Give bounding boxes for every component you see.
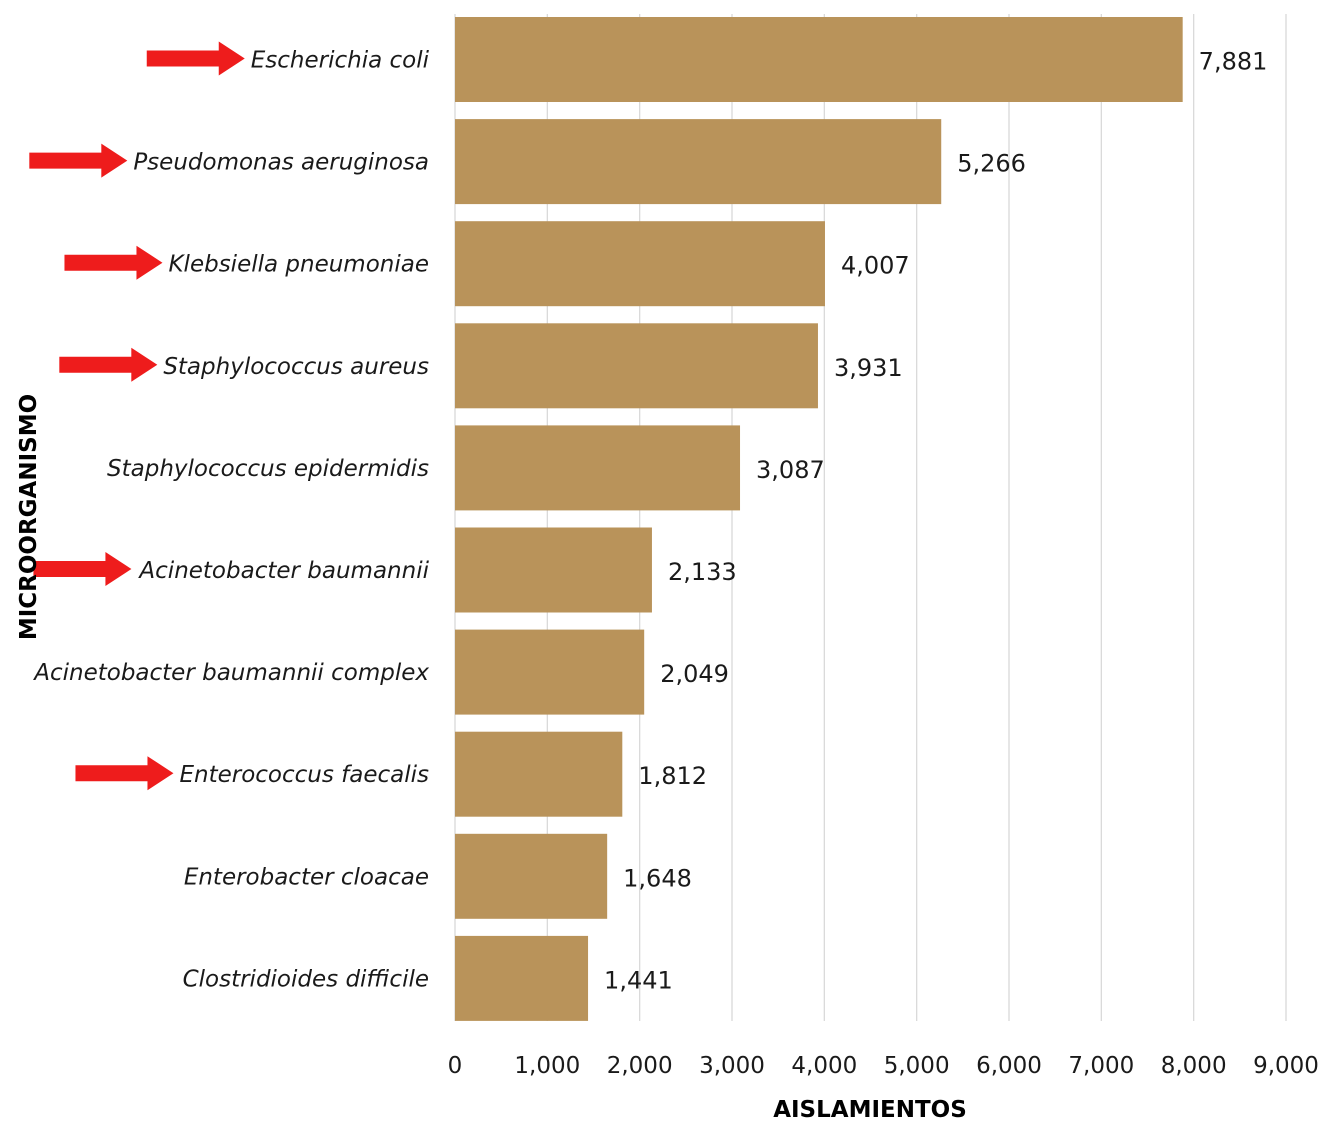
x-tick-label: 3,000 [699,1053,765,1079]
category-label: Escherichia coli [251,48,430,74]
right-arrow-icon [75,756,174,791]
x-tick-label: 6,000 [976,1053,1042,1079]
value-label: 1,812 [638,762,707,790]
value-label: 1,648 [623,864,692,892]
value-label: 2,133 [668,558,737,586]
bar [455,935,589,1021]
category-labels: Escherichia coli Pseudomonas aeruginosa Kl… [32,48,429,993]
y-axis-title: MICROORGANISMO [16,394,42,640]
category-label: Clostridioides difficile [183,966,429,992]
bar [455,629,645,715]
value-labels: 7,881 5,266 4,007 3,931 3,087 2,133 2,049 1,812… [604,48,1267,995]
bar [455,833,608,919]
bar [455,425,741,511]
highlight-arrows [29,41,245,791]
category-label: Acinetobacter baumannii complex [32,660,429,686]
right-arrow-icon [146,41,245,76]
x-tick-label: 2,000 [607,1053,673,1079]
value-label: 1,441 [604,966,673,994]
value-label: 2,049 [660,660,729,688]
x-tick-label: 7,000 [1068,1053,1134,1079]
value-label: 3,931 [834,354,903,382]
x-tick-label: 0 [448,1053,463,1079]
x-tick-labels: 0 1,000 2,000 3,000 4,000 5,000 6,000 7,000 8,00… [448,1053,1319,1079]
bar [455,119,942,205]
right-arrow-icon [59,347,158,382]
bar [455,731,623,817]
value-label: 4,007 [841,252,910,280]
category-label: Staphylococcus epidermidis [107,456,429,482]
x-tick-label: 1,000 [514,1053,580,1079]
bar [455,527,652,613]
value-label: 7,881 [1199,48,1268,76]
x-axis-title: AISLAMIENTOS [773,1097,967,1121]
category-label: Enterococcus faecalis [179,762,429,788]
category-label: Acinetobacter baumannii [137,558,429,584]
right-arrow-icon [29,143,128,178]
value-label: 3,087 [756,456,825,484]
x-tick-label: 5,000 [884,1053,950,1079]
x-tick-label: 9,000 [1253,1053,1319,1079]
category-label: Enterobacter cloacae [184,864,429,890]
right-arrow-icon [33,552,132,586]
x-tick-label: 8,000 [1161,1053,1227,1079]
right-arrow-icon [64,245,163,280]
category-label: Klebsiella pneumoniae [168,252,429,278]
bar [455,17,1183,102]
x-tick-label: 4,000 [791,1053,857,1079]
category-label: Staphylococcus aureus [163,354,429,380]
bar [455,221,825,307]
value-label: 5,266 [957,150,1026,178]
bar [455,323,818,409]
bars [455,17,1183,1021]
category-label: Pseudomonas aeruginosa [133,150,429,176]
